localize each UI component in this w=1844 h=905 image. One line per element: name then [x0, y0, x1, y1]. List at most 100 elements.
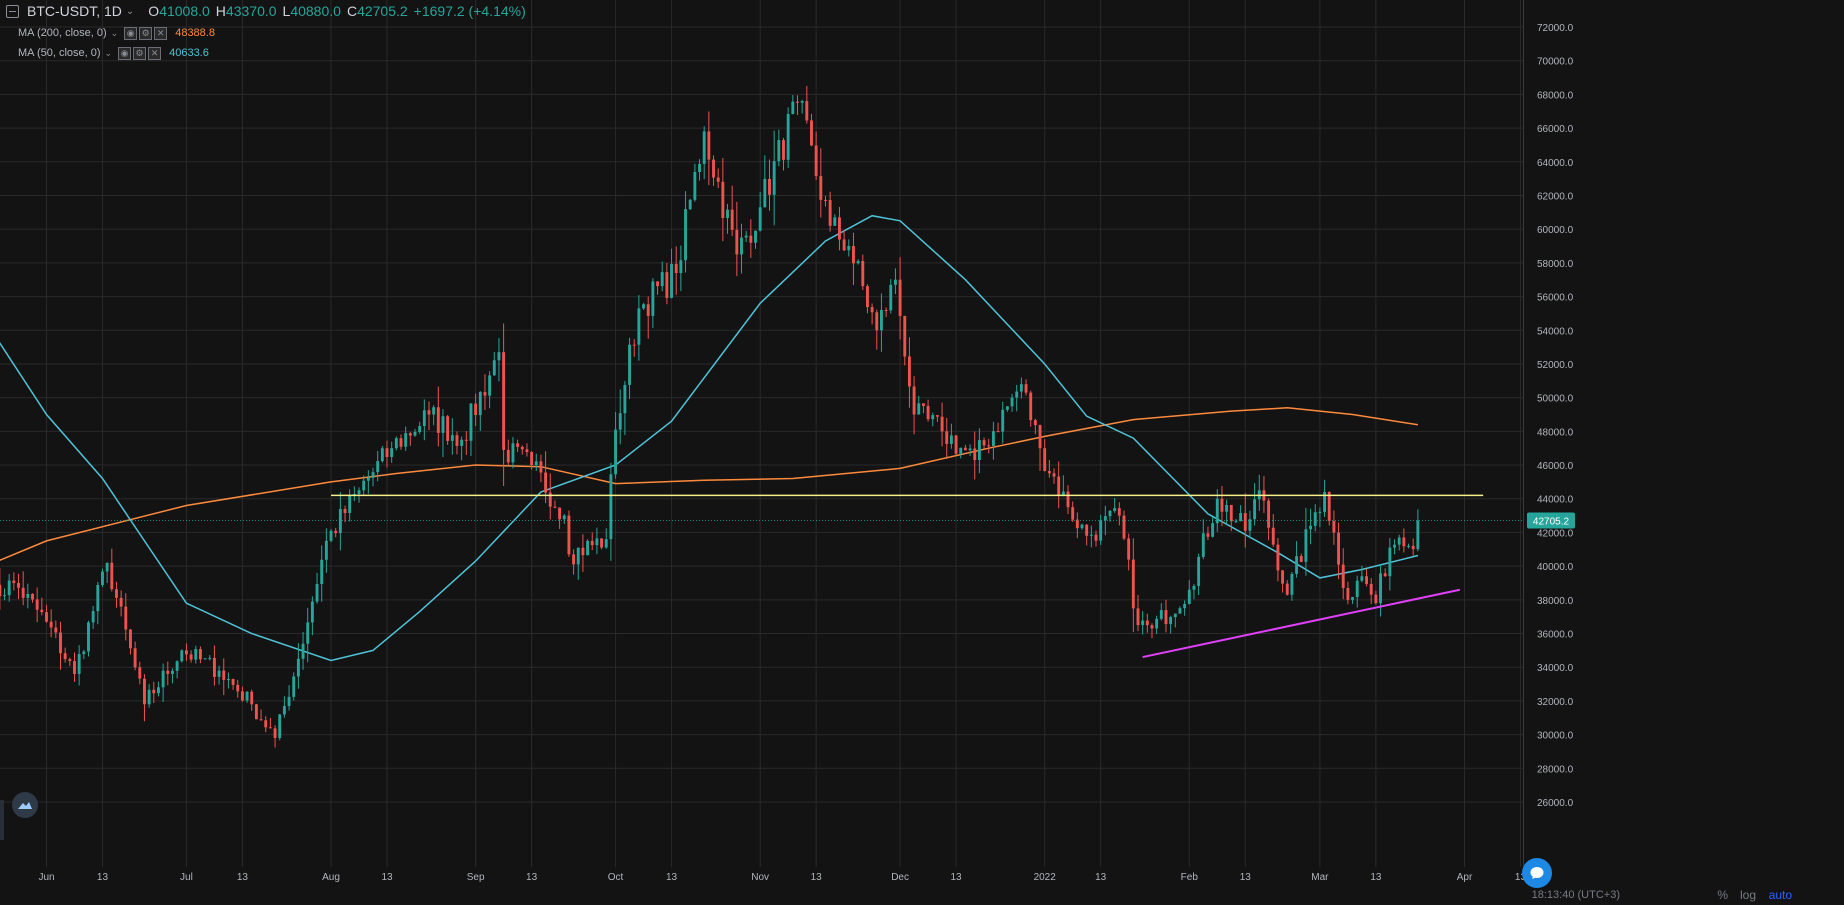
chevron-down-icon[interactable]: ⌄ — [104, 47, 113, 58]
y-tick-label: 26000.0 — [1537, 798, 1574, 809]
candle-body — [1360, 576, 1364, 581]
candle-body — [1341, 564, 1345, 589]
eye-icon[interactable]: ◉ — [124, 26, 138, 40]
x-tick-label: 13 — [237, 872, 249, 883]
open-value: 41008.0 — [159, 3, 210, 19]
candle-body — [656, 281, 659, 287]
eye-icon[interactable]: ◉ — [118, 46, 132, 60]
settings-icon[interactable]: ⚙ — [133, 46, 147, 60]
chevron-down-icon[interactable]: ⌄ — [125, 5, 135, 17]
candle-body — [371, 472, 375, 478]
candle-body — [758, 207, 762, 231]
candle-body — [768, 178, 771, 195]
chat-icon[interactable] — [1522, 858, 1552, 888]
candle-body — [17, 582, 20, 588]
candle-body — [240, 691, 244, 701]
collapse-icon[interactable] — [6, 4, 19, 18]
close-icon[interactable]: ✕ — [148, 46, 162, 60]
settings-icon[interactable]: ⚙ — [139, 26, 153, 40]
candle-body — [21, 587, 25, 598]
candle-body — [511, 443, 515, 463]
candle-body — [800, 101, 804, 103]
low-value: 40880.0 — [290, 3, 341, 19]
x-tick-label: 13 — [381, 872, 393, 883]
log-scale-button[interactable]: log — [1739, 888, 1756, 902]
candle-body — [1145, 620, 1149, 626]
candle-body — [1024, 384, 1028, 393]
x-tick-label: Aug — [322, 872, 340, 883]
high-value: 43370.0 — [225, 3, 277, 19]
x-tick-label: Nov — [751, 872, 769, 883]
y-tick-label: 50000.0 — [1537, 394, 1574, 405]
candle-body — [1318, 511, 1322, 513]
candle-body — [245, 691, 249, 701]
x-tick-label: 13 — [526, 872, 538, 883]
ma50-label[interactable]: MA (50, close, 0) — [18, 47, 101, 59]
x-tick-label: Oct — [608, 872, 624, 883]
candle-body — [1393, 544, 1396, 548]
x-tick-label: 13 — [951, 872, 963, 883]
candle-body — [754, 230, 757, 243]
ma200-value: 48388.8 — [175, 27, 215, 39]
candle-body — [572, 554, 576, 565]
candle-body — [749, 235, 753, 243]
candle-body — [301, 643, 305, 659]
candle-body — [805, 101, 809, 121]
candle-body — [1117, 508, 1121, 516]
left-toolbar-handle[interactable] — [0, 800, 4, 840]
candle-body — [931, 415, 935, 420]
candle-body — [1411, 545, 1415, 550]
candle-body — [1136, 608, 1140, 626]
candle-body — [1010, 397, 1014, 407]
chart-legend: BTC-USDT, 1D ⌄ O 41008.0 H 43370.0 L 408… — [0, 0, 820, 60]
candle-body — [562, 515, 566, 520]
close-icon[interactable]: ✕ — [154, 26, 168, 40]
candle-body — [1019, 384, 1023, 392]
candle-body — [987, 445, 991, 447]
candle-body — [1281, 570, 1285, 584]
candle-body — [278, 714, 282, 738]
candle-body — [744, 235, 748, 238]
chevron-down-icon[interactable]: ⌄ — [110, 27, 119, 38]
candle-body — [3, 595, 6, 597]
candle-body — [576, 547, 580, 565]
change-value: +1697.2 (+4.14%) — [413, 3, 526, 19]
ma200-label[interactable]: MA (200, close, 0) — [18, 27, 107, 39]
candle-body — [483, 392, 487, 396]
symbol-label[interactable]: BTC-USDT, 1D — [27, 3, 122, 19]
candle-body — [670, 263, 673, 298]
clock-label[interactable]: 18:13:40 (UTC+3) — [1531, 889, 1620, 901]
candle-body — [684, 209, 687, 261]
candle-body — [129, 629, 132, 649]
candle-body — [1239, 513, 1243, 522]
bottom-toolbar: 18:13:40 (UTC+3) % log auto — [0, 885, 1844, 905]
candle-body — [1159, 610, 1163, 619]
candle-body — [250, 691, 254, 705]
close-label: C — [346, 3, 358, 19]
candle-body — [721, 181, 725, 219]
candle-body — [796, 101, 799, 103]
candle-body — [539, 461, 543, 473]
candle-body — [712, 159, 715, 178]
candle-body — [926, 405, 930, 420]
candle-body — [40, 609, 44, 613]
candle-body — [973, 448, 977, 460]
candle-body — [7, 580, 11, 596]
candle-body — [170, 670, 174, 674]
y-tick-label: 28000.0 — [1537, 764, 1574, 775]
candle-body — [152, 689, 156, 694]
percent-scale-button[interactable]: % — [1717, 888, 1728, 902]
candle-body — [408, 433, 412, 436]
y-tick-label: 64000.0 — [1537, 158, 1574, 169]
candle-body — [1043, 448, 1047, 471]
candle-body — [595, 538, 599, 546]
candle-body — [525, 449, 529, 453]
logo-icon[interactable] — [12, 792, 38, 818]
last-candle-body — [1416, 520, 1420, 550]
candle-body — [520, 446, 524, 450]
auto-scale-button[interactable]: auto — [1768, 888, 1792, 902]
candle-body — [231, 679, 235, 685]
y-tick-label: 42000.0 — [1537, 528, 1574, 539]
candle-body — [875, 312, 879, 331]
